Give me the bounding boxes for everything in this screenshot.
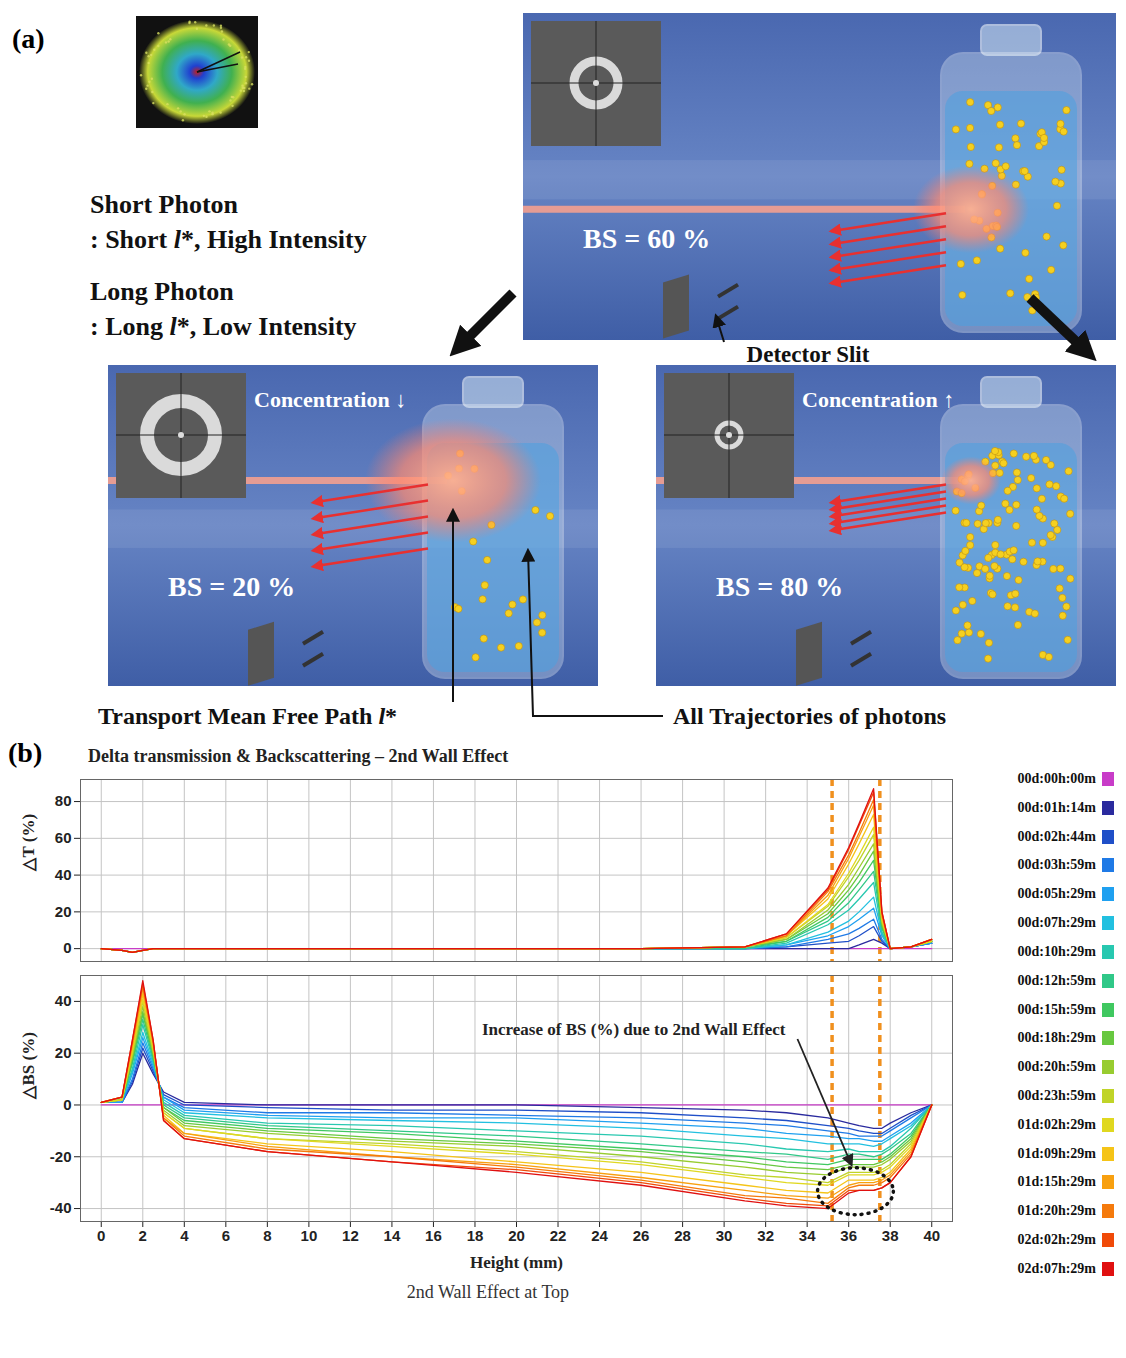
svg-text:60: 60 <box>55 829 72 846</box>
html-text:00d:05h:29m: 00d:05h:29m <box>1017 886 1096 902</box>
svg-text:Long Photon: Long Photon <box>90 277 234 306</box>
svg-text:Detector Slit: Detector Slit <box>747 342 870 367</box>
svg-text:20: 20 <box>55 903 72 920</box>
svg-text:0: 0 <box>63 1096 71 1113</box>
svg-text:6: 6 <box>222 1227 230 1244</box>
svg-text:: Short l*, High Intensity: : Short l*, High Intensity <box>90 225 367 254</box>
svg-text:Short Photon: Short Photon <box>90 190 239 219</box>
svg-text:40: 40 <box>923 1227 940 1244</box>
html-text:00d:01h:14m: 00d:01h:14m <box>1017 799 1096 815</box>
html-text:Delta transmission & Backscatt: Delta transmission & Backscattering – 2n… <box>88 746 509 766</box>
svg-text:22: 22 <box>550 1227 567 1244</box>
svg-text:Transport Mean Free Path l*: Transport Mean Free Path l* <box>98 703 397 729</box>
svg-text:12: 12 <box>342 1227 359 1244</box>
html-text:00d:23h:59m: 00d:23h:59m <box>1017 1087 1096 1103</box>
svg-text:8: 8 <box>263 1227 271 1244</box>
svg-text:30: 30 <box>716 1227 733 1244</box>
svg-text:40: 40 <box>55 992 72 1009</box>
html-text:00d:15h:59m: 00d:15h:59m <box>1017 1001 1096 1017</box>
svg-text:△T (%): △T (%) <box>19 814 38 872</box>
svg-text:Increase of BS (%) due to 2nd: Increase of BS (%) due to 2nd Wall Effec… <box>482 1020 786 1039</box>
svg-text:28: 28 <box>674 1227 691 1244</box>
svg-text:(a): (a) <box>12 23 45 54</box>
svg-text:20: 20 <box>508 1227 525 1244</box>
svg-text:BS = 80 %: BS = 80 % <box>716 571 843 602</box>
svg-text:BS = 20 %: BS = 20 % <box>168 571 295 602</box>
svg-text:: Long l*, Low Intensity: : Long l*, Low Intensity <box>90 312 357 341</box>
svg-text:4: 4 <box>180 1227 189 1244</box>
svg-text:-40: -40 <box>50 1199 72 1216</box>
svg-text:32: 32 <box>757 1227 774 1244</box>
svg-text:18: 18 <box>467 1227 484 1244</box>
svg-text:Height (mm): Height (mm) <box>470 1253 563 1272</box>
html-text:00d:12h:59m: 00d:12h:59m <box>1017 972 1096 988</box>
html-text:01d:09h:29m: 01d:09h:29m <box>1017 1145 1096 1161</box>
html-text:00d:10h:29m: 00d:10h:29m <box>1017 943 1096 959</box>
html-text:00d:00h:00m: 00d:00h:00m <box>1017 771 1096 786</box>
svg-text:20: 20 <box>55 1044 72 1061</box>
html-text:01d:02h:29m: 01d:02h:29m <box>1017 1116 1096 1132</box>
svg-text:80: 80 <box>55 792 72 809</box>
svg-text:40: 40 <box>55 866 72 883</box>
html-text:02d:02h:29m: 02d:02h:29m <box>1017 1232 1096 1247</box>
svg-text:All Trajectories of photons: All Trajectories of photons <box>673 703 946 729</box>
svg-text:24: 24 <box>591 1227 608 1244</box>
svg-text:2: 2 <box>139 1227 147 1244</box>
html-text:2nd Wall Effect at Top: 2nd Wall Effect at Top <box>406 1282 570 1302</box>
html-text:00d:20h:59m: 00d:20h:59m <box>1017 1059 1096 1075</box>
svg-text:0: 0 <box>97 1227 105 1244</box>
html-text:00d:18h:29m: 00d:18h:29m <box>1017 1030 1096 1046</box>
html-text:00d:02h:44m: 00d:02h:44m <box>1017 828 1096 844</box>
svg-text:Concentration ↓: Concentration ↓ <box>254 387 406 412</box>
svg-text:BS = 60 %: BS = 60 % <box>583 223 710 254</box>
svg-text:34: 34 <box>799 1227 816 1244</box>
html-text:01d:15h:29m: 01d:15h:29m <box>1017 1174 1096 1190</box>
svg-text:10: 10 <box>301 1227 318 1244</box>
html-text:(b): (b) <box>8 737 43 768</box>
html-text:00d:07h:29m: 00d:07h:29m <box>1017 915 1096 931</box>
svg-text:Concentration ↑: Concentration ↑ <box>802 387 954 412</box>
html-text:02d:07h:29m: 02d:07h:29m <box>1017 1260 1096 1276</box>
svg-text:16: 16 <box>425 1227 442 1244</box>
html-text:00d:03h:59m: 00d:03h:59m <box>1017 857 1096 873</box>
svg-text:26: 26 <box>633 1227 650 1244</box>
svg-text:△BS (%): △BS (%) <box>19 1032 38 1099</box>
svg-text:38: 38 <box>882 1227 899 1244</box>
html-text:01d:20h:29m: 01d:20h:29m <box>1017 1203 1096 1219</box>
svg-text:0: 0 <box>63 939 71 956</box>
svg-text:-20: -20 <box>50 1148 72 1165</box>
svg-text:36: 36 <box>840 1227 857 1244</box>
svg-text:14: 14 <box>384 1227 401 1244</box>
